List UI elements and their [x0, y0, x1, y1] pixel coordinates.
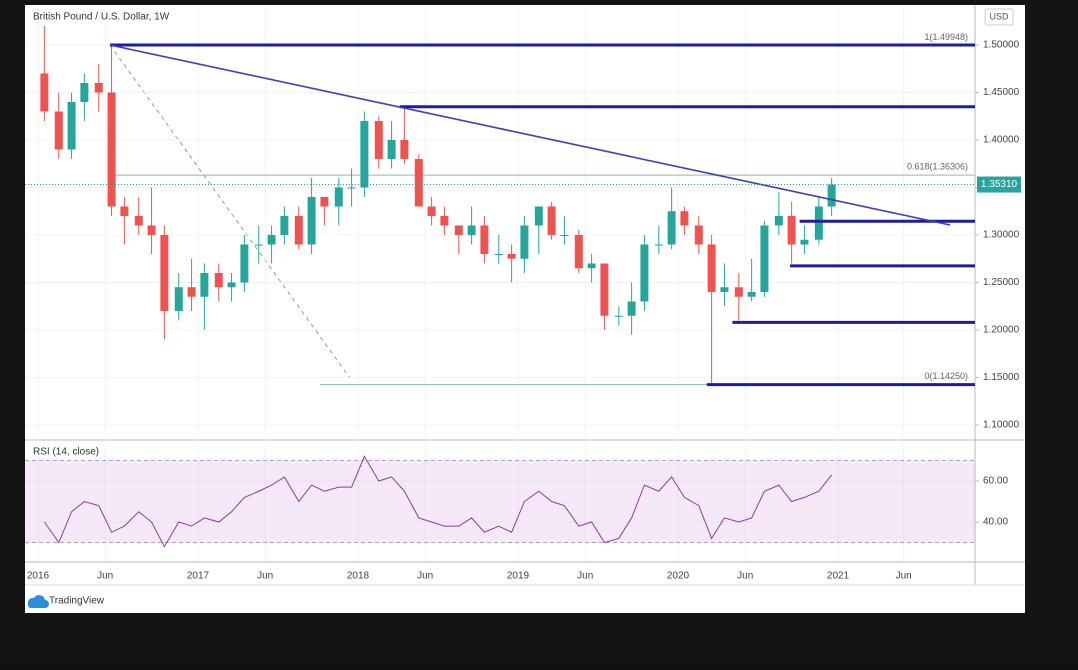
- candle-body: [347, 187, 356, 189]
- candle-body: [707, 244, 716, 292]
- candle-body: [134, 215, 143, 226]
- candle-body: [54, 111, 63, 150]
- candle-body: [640, 244, 649, 302]
- rsi-title: RSI (14, close): [33, 447, 99, 458]
- currency-box: [984, 8, 1014, 26]
- x-tick-label: 2017: [187, 571, 210, 582]
- y-tick-label: 1.20000: [983, 325, 1020, 336]
- candle-body: [240, 244, 249, 283]
- candle-body: [320, 196, 329, 207]
- candle-body: [267, 234, 276, 245]
- currency: USD: [989, 11, 1009, 21]
- last-price-label: 1.35310: [981, 179, 1018, 190]
- y-tick-label: 1.45000: [983, 87, 1020, 98]
- candle-body: [360, 120, 369, 188]
- candle-body: [294, 215, 303, 245]
- candle-body: [774, 215, 783, 226]
- y-tick-label: 1.30000: [983, 230, 1020, 241]
- candle-body: [414, 158, 423, 207]
- candle-body: [734, 287, 743, 297]
- candle-body: [147, 225, 156, 235]
- candle-body: [254, 244, 263, 246]
- x-tick-label: Jun: [257, 571, 273, 582]
- x-tick-label: Jun: [97, 571, 113, 582]
- candle-body: [160, 234, 169, 311]
- x-tick-label: 2018: [347, 571, 370, 582]
- candle-body: [227, 282, 236, 288]
- candle-body: [334, 187, 343, 207]
- x-tick-label: 2020: [667, 571, 690, 582]
- candle-body: [680, 211, 689, 226]
- y-tick-label: 1.25000: [983, 277, 1020, 288]
- candle-body: [587, 263, 596, 269]
- candle-body: [720, 287, 729, 292]
- candle-body: [494, 253, 503, 255]
- y-tick-label: 1.10000: [983, 420, 1020, 431]
- x-tick-label: Jun: [896, 571, 912, 582]
- candle-body: [214, 272, 223, 288]
- candle-body: [667, 211, 676, 245]
- chart-title: British Pound / U.S. Dollar, 1W: [33, 12, 170, 23]
- candle-body: [280, 215, 289, 235]
- candle-body: [827, 184, 836, 207]
- candle-body: [800, 239, 809, 245]
- candle-body: [80, 82, 89, 102]
- x-tick-label: Jun: [577, 571, 593, 582]
- candle-body: [374, 120, 383, 159]
- candle-body: [440, 215, 449, 226]
- y-tick-label: 40.00: [983, 517, 1008, 528]
- x-tick-label: 2016: [27, 571, 50, 582]
- candle-body: [120, 206, 129, 216]
- fib-label: 1(1.49948): [924, 32, 968, 42]
- brand: TradingView: [49, 596, 105, 607]
- candle-body: [187, 287, 196, 297]
- candle-body: [67, 101, 76, 150]
- x-tick-label: Jun: [417, 571, 433, 582]
- candle-body: [560, 234, 569, 236]
- candle-body: [400, 139, 409, 159]
- candle-body: [574, 234, 583, 269]
- candle-body: [600, 263, 609, 316]
- rsi-band: [25, 460, 975, 543]
- trendline: [109, 44, 951, 226]
- candle-body: [387, 139, 396, 159]
- candle-body: [40, 73, 49, 112]
- candle-body: [307, 196, 316, 245]
- candle-body: [654, 244, 663, 246]
- candle-body: [747, 291, 756, 297]
- candle-body: [760, 225, 769, 292]
- candle-body: [520, 225, 529, 259]
- y-tick-label: 60.00: [983, 476, 1008, 487]
- candle-body: [454, 225, 463, 235]
- x-tick-label: Jun: [737, 571, 753, 582]
- candle-body: [627, 301, 636, 316]
- fib-label: 0.618(1.36306): [907, 161, 968, 171]
- y-tick-label: 1.15000: [983, 372, 1020, 383]
- brand-logo: [27, 595, 49, 608]
- candle-body: [480, 225, 489, 254]
- candle-body: [94, 82, 103, 93]
- candle-body: [614, 315, 623, 317]
- y-tick-label: 1.50000: [983, 40, 1020, 51]
- candle-body: [534, 206, 543, 226]
- candle-body: [547, 206, 556, 235]
- candle-body: [107, 92, 116, 207]
- last-price-box: [977, 176, 1021, 193]
- candle-body: [787, 215, 796, 245]
- fib-label: 0(1.14250): [924, 371, 968, 381]
- candle-body: [467, 225, 476, 235]
- candle-body: [814, 206, 823, 240]
- candle-body: [174, 287, 183, 311]
- y-tick-label: 1.40000: [983, 135, 1020, 146]
- candle-body: [427, 206, 436, 216]
- rsi-line: [43, 455, 833, 548]
- candle-body: [694, 225, 703, 245]
- candle-body: [200, 272, 209, 297]
- x-tick-label: 2019: [507, 571, 530, 582]
- x-tick-label: 2021: [827, 571, 850, 582]
- candle-body: [507, 253, 516, 259]
